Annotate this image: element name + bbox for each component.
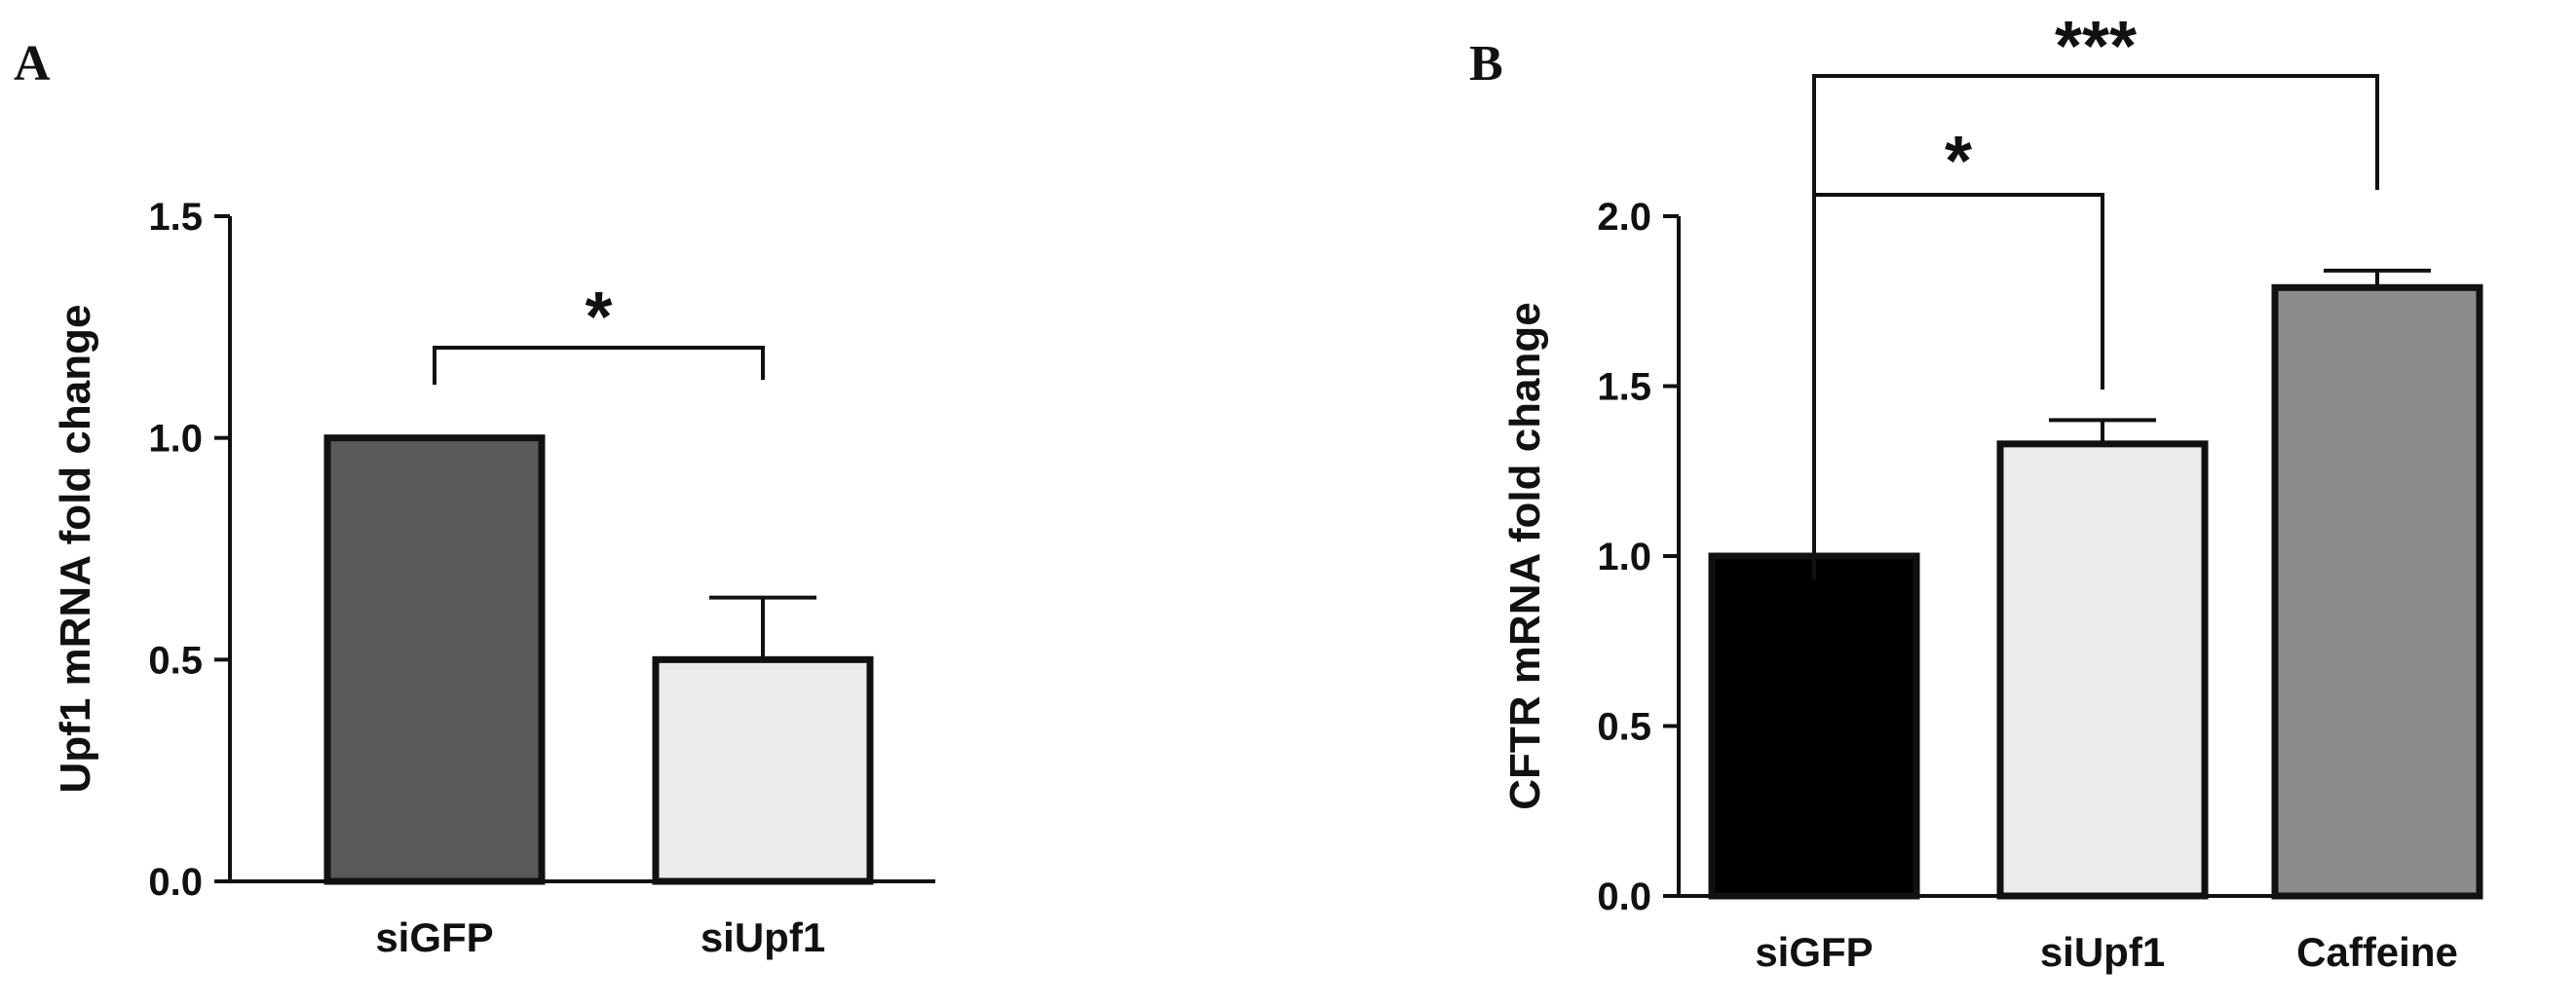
significance-bracket (1812, 74, 2379, 579)
x-tick-label: siGFP (1755, 929, 1873, 975)
bar-sigfp (1708, 552, 1920, 900)
panel-a-chart: A siGFP siUpf1 0.0 0.5 1.0 1.5 Upf1 mRNA fold … (14, 36, 935, 960)
bar-sigfp (323, 434, 546, 885)
x-tick-label: siGFP (375, 914, 493, 960)
bar-siupf1 (1996, 440, 2209, 900)
bar-siupf1 (652, 655, 874, 885)
y-axis-title: Upf1 mRNA fold change (52, 305, 99, 794)
x-tick-label: Caffeine (2296, 929, 2458, 975)
bar-caffeine (2271, 283, 2483, 900)
significance-bracket (433, 346, 765, 385)
y-tick-label: 0.5 (148, 639, 203, 682)
panel-a-letter: A (14, 36, 51, 92)
y-tick-label: 1.5 (1597, 366, 1651, 409)
y-tick-label: 1.5 (148, 196, 203, 239)
y-tick-label: 0.0 (148, 861, 203, 904)
y-tick-label: 1.0 (148, 418, 203, 461)
y-axis-title: CFTR mRNA fold change (1501, 302, 1549, 809)
y-tick-label: 0.5 (1597, 706, 1651, 749)
significance-label: *** (2055, 8, 2137, 86)
x-tick-label: siUpf1 (2040, 929, 2165, 975)
panel-b-letter: B (1469, 36, 1503, 92)
panel-b-chart: B siGFP siUpf1 Caffeine 0.0 0.5 1.0 1.5 2.0 CFTR… (1469, 8, 2483, 975)
significance-label: * (1945, 123, 1972, 201)
y-tick-label: 1.0 (1597, 536, 1651, 578)
y-tick-label: 0.0 (1597, 876, 1651, 918)
y-tick-label: 2.0 (1597, 196, 1651, 239)
x-tick-label: siUpf1 (701, 914, 825, 960)
significance-label: * (585, 279, 612, 356)
